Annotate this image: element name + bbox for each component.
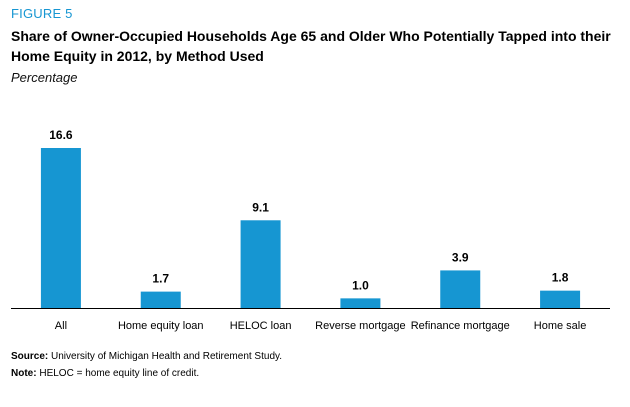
category-label: Reverse mortgage (315, 320, 406, 332)
chart-subtitle: Percentage (11, 70, 78, 85)
bars-layer (40, 148, 581, 308)
value-label: 1.0 (352, 278, 369, 292)
bar-refinance-mortgage (440, 270, 481, 308)
value-label: 3.9 (452, 250, 469, 264)
value-label: 1.7 (152, 272, 169, 286)
figure-label: FIGURE 5 (11, 6, 73, 21)
category-label: Home equity loan (118, 320, 204, 332)
bar-reverse-mortgage (340, 298, 381, 308)
note: Note: HELOC = home equity line of credit… (11, 366, 199, 381)
bar-home-sale (540, 290, 581, 308)
value-label: 1.8 (552, 271, 569, 285)
value-label: 16.6 (49, 128, 73, 142)
note-label: Note: (11, 368, 37, 379)
bar-chart: 16.6 1.7 9.1 1.0 3.9 1.8 All Home equity loan H… (11, 128, 610, 332)
bar-home-equity-loan (140, 291, 181, 308)
source-label: Source: (11, 351, 49, 362)
category-labels-layer: All Home equity loan HELOC loan Reverse mor… (55, 320, 587, 332)
value-label: 9.1 (252, 200, 269, 214)
category-label: All (55, 320, 67, 332)
note-text: HELOC = home equity line of credit. (36, 368, 200, 379)
source-text: University of Michigan Health and Retire… (48, 351, 283, 362)
value-labels-layer: 16.6 1.7 9.1 1.0 3.9 1.8 (49, 128, 569, 292)
bar-all (40, 148, 81, 308)
category-label: Home sale (534, 320, 587, 332)
category-label: HELOC loan (230, 320, 292, 332)
category-label: Refinance mortgage (411, 320, 510, 332)
chart-title: Share of Owner-Occupied Households Age 6… (11, 28, 611, 64)
bar-heloc-loan (240, 220, 281, 308)
source-note: Source: University of Michigan Health an… (11, 349, 282, 364)
